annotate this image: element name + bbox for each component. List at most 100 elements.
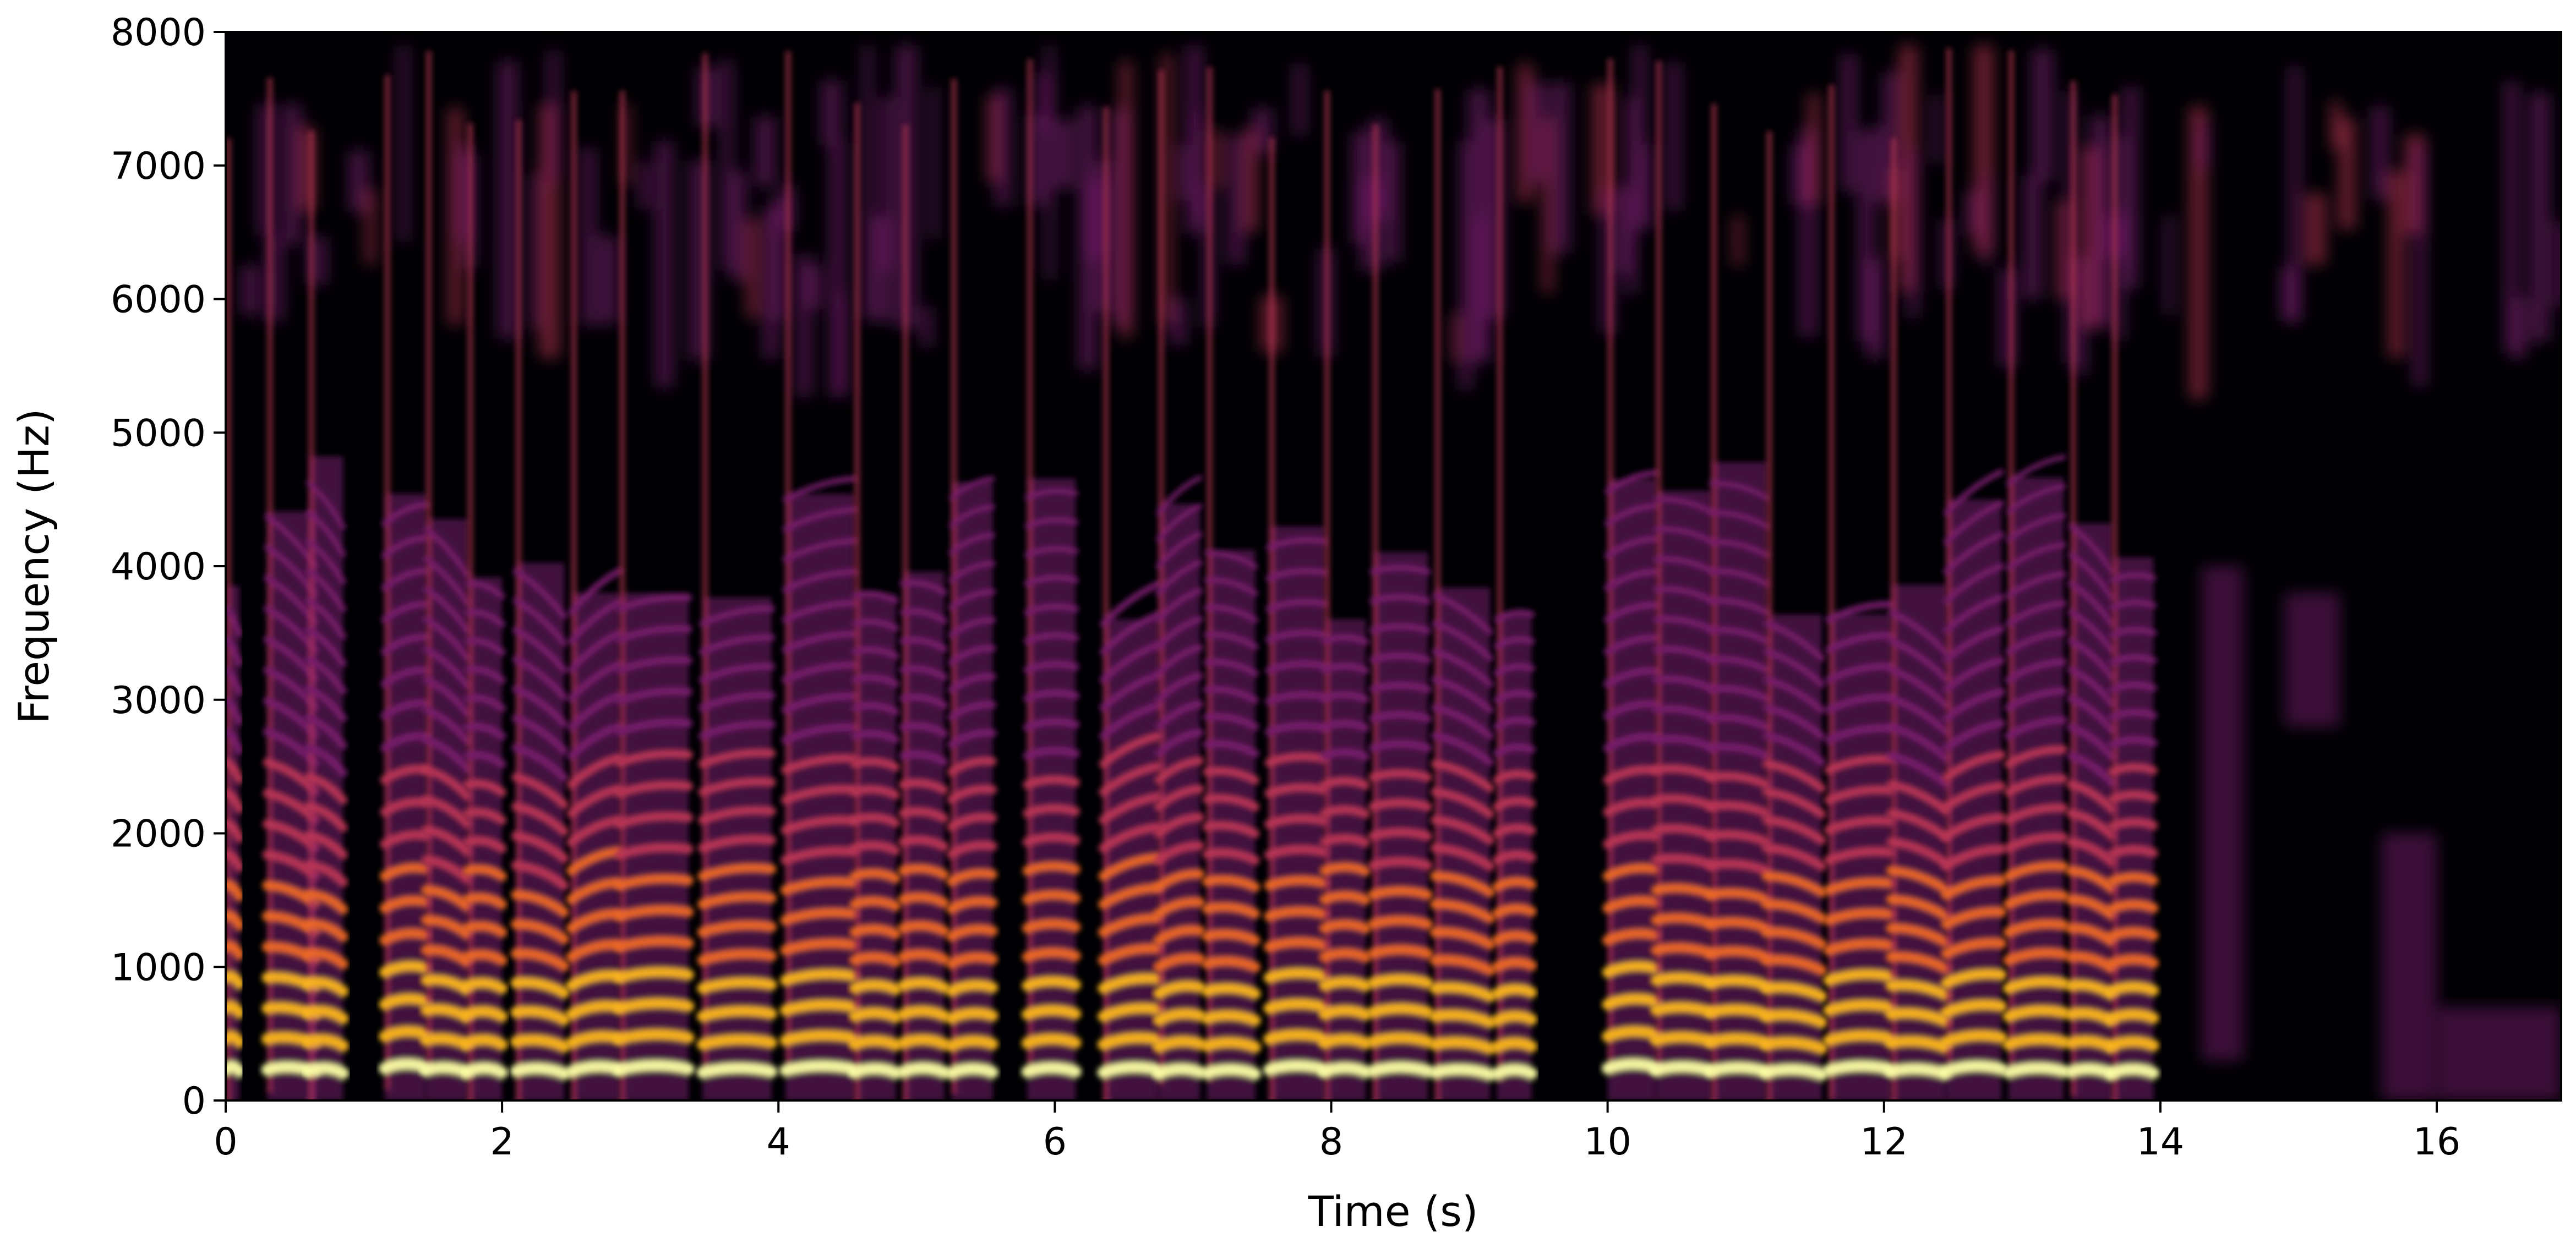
harmonic-band <box>897 1033 950 1050</box>
harmonic-band <box>1493 662 1535 677</box>
harmonic-band <box>2106 1036 2159 1052</box>
onset-burst <box>619 90 625 1100</box>
harmonic-band <box>2108 817 2158 831</box>
voiced-segment <box>1097 106 1165 1100</box>
harmonic-band <box>1940 1030 2007 1048</box>
harmonic-band <box>948 588 996 611</box>
harmonic-band <box>1603 797 1661 817</box>
harmonic-band <box>614 935 694 952</box>
harmonic-band <box>1098 1002 1164 1022</box>
harmonic-band <box>1761 927 1827 950</box>
harmonic-band <box>1263 998 1330 1014</box>
onset-burst <box>2008 50 2014 1066</box>
harmonic-band <box>1708 510 1770 529</box>
harmonic-band <box>2066 837 2117 867</box>
harmonic-band <box>2066 809 2117 840</box>
harmonic-band <box>1204 550 1258 569</box>
harmonic-band <box>1430 815 1495 845</box>
harmonic-band <box>897 949 950 965</box>
harmonic-band <box>1492 823 1536 838</box>
harmonic-band <box>1493 716 1536 731</box>
noise-streak <box>2554 221 2561 308</box>
harmonic-band <box>899 636 948 653</box>
harmonic-band <box>698 662 776 683</box>
harmonic-band <box>303 948 348 970</box>
harmonic-band <box>1319 919 1371 934</box>
harmonic-band <box>226 636 243 667</box>
harmonic-band <box>1825 601 1895 623</box>
voiced-segment <box>1885 138 1952 1100</box>
noise-streak <box>2338 118 2356 229</box>
harmonic-band <box>1431 787 1494 819</box>
harmonic-band <box>696 1033 778 1050</box>
harmonic-band <box>567 567 623 616</box>
harmonic-band <box>898 920 949 937</box>
harmonic-band <box>1201 1037 1261 1053</box>
harmonic-band <box>1263 1059 1330 1076</box>
onset-burst <box>1269 137 1275 1100</box>
voiced-segment <box>2002 50 2070 1100</box>
harmonic-band <box>698 806 776 825</box>
harmonic-band <box>2106 954 2159 969</box>
harmonic-band <box>1942 563 2005 605</box>
harmonic-band <box>1264 783 1329 798</box>
harmonic-band <box>1761 954 1827 976</box>
harmonic-band <box>1823 999 1897 1016</box>
harmonic-band <box>1368 798 1433 812</box>
harmonic-band <box>464 580 505 599</box>
harmonic-band <box>1367 944 1433 959</box>
x-tick-label: 0 <box>214 1120 237 1164</box>
harmonic-band <box>897 977 950 993</box>
harmonic-band <box>1099 702 1163 740</box>
harmonic-band <box>1098 943 1164 966</box>
voiced-segment <box>1367 124 1434 1100</box>
harmonic-band <box>2066 723 2116 760</box>
harmonic-band <box>226 666 243 696</box>
harmonic-band <box>947 644 996 666</box>
harmonic-band <box>1763 648 1825 688</box>
harmonic-band <box>1601 1058 1662 1075</box>
harmonic-band <box>1491 1064 1538 1080</box>
harmonic-band <box>1367 973 1434 989</box>
harmonic-band <box>1098 822 1163 853</box>
harmonic-band <box>1707 655 1770 673</box>
harmonic-band <box>1603 830 1661 849</box>
harmonic-band <box>615 780 694 798</box>
harmonic-band <box>1320 662 1369 674</box>
harmonic-band <box>1154 729 1204 757</box>
harmonic-band <box>1493 743 1536 757</box>
harmonic-band <box>379 862 431 881</box>
harmonic-band <box>2002 1061 2070 1078</box>
harmonic-band <box>1492 877 1537 892</box>
harmonic-band <box>2067 637 2116 681</box>
harmonic-band <box>898 863 949 880</box>
harmonic-band <box>1651 853 1716 870</box>
harmonic-band <box>1099 762 1163 796</box>
harmonic-band <box>1367 1003 1434 1018</box>
noise-streak <box>655 140 674 388</box>
harmonic-band <box>782 630 858 654</box>
harmonic-band <box>2005 600 2067 627</box>
harmonic-band <box>510 1034 570 1053</box>
harmonic-band <box>305 539 346 585</box>
harmonic-band <box>1604 535 1660 559</box>
onset-burst <box>1829 85 1835 1100</box>
harmonic-band <box>1156 475 1203 516</box>
harmonic-band <box>848 1063 902 1079</box>
harmonic-band <box>1650 1001 1717 1018</box>
harmonic-band <box>1885 1063 1952 1080</box>
noise-segment <box>2437 1007 2561 1100</box>
harmonic-band <box>1369 681 1432 693</box>
harmonic-band <box>948 560 996 583</box>
onset-burst <box>1891 138 1897 1100</box>
noise-streak <box>547 50 560 183</box>
harmonic-band <box>1604 601 1660 623</box>
harmonic-band <box>510 948 570 971</box>
harmonic-band <box>1706 917 1772 934</box>
harmonic-band <box>304 802 348 832</box>
harmonic-band <box>1604 568 1660 592</box>
harmonic-band <box>2107 845 2158 859</box>
harmonic-band <box>1098 883 1164 910</box>
harmonic-band <box>1708 597 1770 616</box>
harmonic-band <box>1706 974 1772 992</box>
